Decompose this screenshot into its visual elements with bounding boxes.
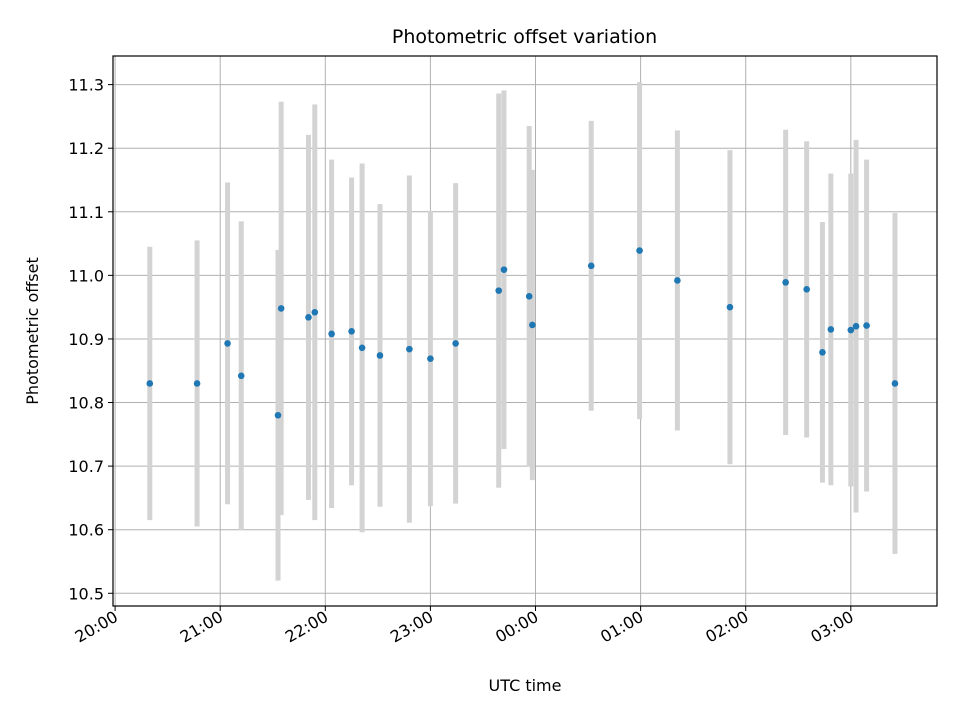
point-layer xyxy=(146,247,899,419)
data-point xyxy=(452,340,459,347)
data-point xyxy=(427,355,434,362)
data-point xyxy=(891,380,899,387)
data-point xyxy=(819,349,826,356)
data-point xyxy=(863,322,870,329)
y-tick-label: 11.3 xyxy=(68,76,104,95)
x-tick-label: 02:00 xyxy=(702,607,751,647)
y-tick-label: 10.8 xyxy=(68,394,104,413)
x-axis-label: UTC time xyxy=(489,676,562,695)
data-point xyxy=(237,372,245,380)
data-point xyxy=(529,321,536,329)
data-point xyxy=(146,380,154,387)
x-tick-label: 21:00 xyxy=(177,607,226,647)
data-point xyxy=(328,330,335,338)
chart-title: Photometric offset variation xyxy=(392,26,657,48)
y-tick-label: 11.0 xyxy=(68,266,104,285)
plot-frame xyxy=(112,55,938,607)
y-tick-label: 10.9 xyxy=(68,330,104,349)
y-axis-label: Photometric offset xyxy=(23,257,42,405)
x-tick-label: 00:00 xyxy=(492,607,541,647)
data-point xyxy=(376,352,384,359)
x-tick-label: 20:00 xyxy=(72,607,121,647)
data-point xyxy=(636,247,643,254)
data-point xyxy=(852,322,860,330)
data-point xyxy=(311,308,319,316)
data-point xyxy=(495,287,503,294)
data-point xyxy=(847,326,855,334)
data-point xyxy=(224,340,231,347)
data-point xyxy=(726,303,734,311)
y-tick-label: 11.2 xyxy=(68,139,104,158)
grid-layer xyxy=(113,56,937,606)
x-tick-label: 01:00 xyxy=(597,607,646,647)
data-point xyxy=(193,380,201,387)
data-point xyxy=(782,279,789,286)
data-point xyxy=(827,326,835,333)
data-point xyxy=(674,277,681,284)
data-point xyxy=(406,345,413,353)
errorbar-layer xyxy=(147,82,898,581)
data-point xyxy=(358,344,366,352)
y-tick-label: 11.1 xyxy=(68,203,104,222)
data-point xyxy=(587,262,595,270)
data-point xyxy=(274,411,282,419)
data-point xyxy=(305,314,312,321)
y-tick-label: 10.5 xyxy=(68,584,104,603)
data-point xyxy=(277,305,285,312)
x-tick-label: 23:00 xyxy=(387,607,436,647)
data-point xyxy=(803,286,810,293)
data-point xyxy=(525,293,533,300)
tick-layer: 20:00 21:00 22:00 23:00 00:00 01:00 02:00 03:00… xyxy=(68,76,856,647)
data-point xyxy=(348,328,355,335)
y-tick-label: 10.6 xyxy=(68,521,104,540)
data-point xyxy=(500,266,508,273)
x-tick-label: 03:00 xyxy=(807,607,856,647)
x-tick-label: 22:00 xyxy=(282,607,331,647)
y-tick-label: 10.7 xyxy=(68,457,104,476)
